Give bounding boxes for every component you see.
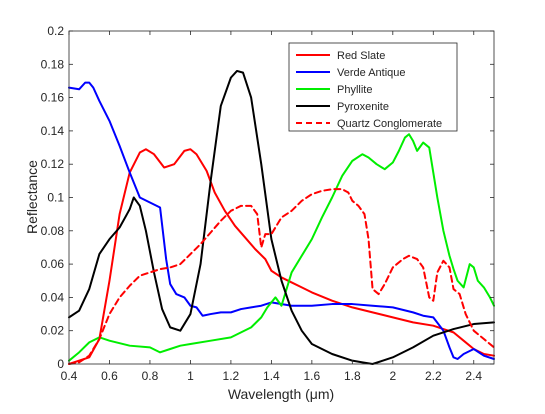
- y-tick-label: 0.1: [47, 191, 64, 205]
- x-tick-label: 2.4: [465, 369, 482, 383]
- y-tick-label: 0.02: [41, 324, 65, 338]
- x-tick-label: 1.4: [263, 369, 280, 383]
- legend-items: Red Slate Verde Antique Phyllite Pyroxenite…: [296, 50, 442, 130]
- y-tick-label: 0.2: [47, 24, 64, 38]
- legend-label: Verde Antique: [337, 67, 406, 79]
- legend-label: Phyllite: [337, 84, 372, 96]
- x-tick-label: 1.6: [304, 369, 321, 383]
- y-tick-label: 0.12: [41, 157, 65, 171]
- series-layer: [68, 69, 495, 365]
- x-tick-label: 2: [389, 369, 396, 383]
- x-tick-label: 0.4: [61, 369, 78, 383]
- x-axis-label: Wavelength (μm): [228, 386, 334, 402]
- x-tick-label: 1.8: [344, 369, 361, 383]
- series-line-3: [68, 69, 495, 365]
- x-tick-label: 2.2: [425, 369, 442, 383]
- series-line-1: [68, 81, 495, 360]
- y-tick-label: 0: [57, 357, 64, 371]
- x-tick-label: 1.2: [223, 369, 240, 383]
- legend: Red Slate Verde Antique Phyllite Pyroxenite…: [288, 42, 458, 132]
- series-line-0: [68, 148, 495, 365]
- legend-box: [288, 42, 458, 132]
- legend-label: Quartz Conglomerate: [337, 118, 442, 130]
- x-tick-label: 0.8: [142, 369, 159, 383]
- tick-layer: 0.4 0.6 0.8 1 1.2 1.4 1.6 1.8 2 2.2 2.4 0 0.02 0.04 0.…: [41, 24, 494, 383]
- y-tick-label: 0.18: [41, 57, 65, 71]
- series-line-2: [68, 133, 495, 362]
- y-tick-label: 0.06: [41, 257, 65, 271]
- legend-label: Red Slate: [337, 50, 385, 62]
- y-tick-label: 0.16: [41, 91, 65, 105]
- x-tick-label: 1: [187, 369, 194, 383]
- x-tick-label: 0.6: [101, 369, 118, 383]
- y-axis-label: Reflectance: [24, 160, 40, 234]
- y-tick-label: 0.08: [41, 224, 65, 238]
- y-tick-label: 0.14: [41, 124, 65, 138]
- legend-label: Pyroxenite: [337, 101, 389, 113]
- series-line-4: [68, 188, 495, 365]
- y-tick-label: 0.04: [41, 290, 65, 304]
